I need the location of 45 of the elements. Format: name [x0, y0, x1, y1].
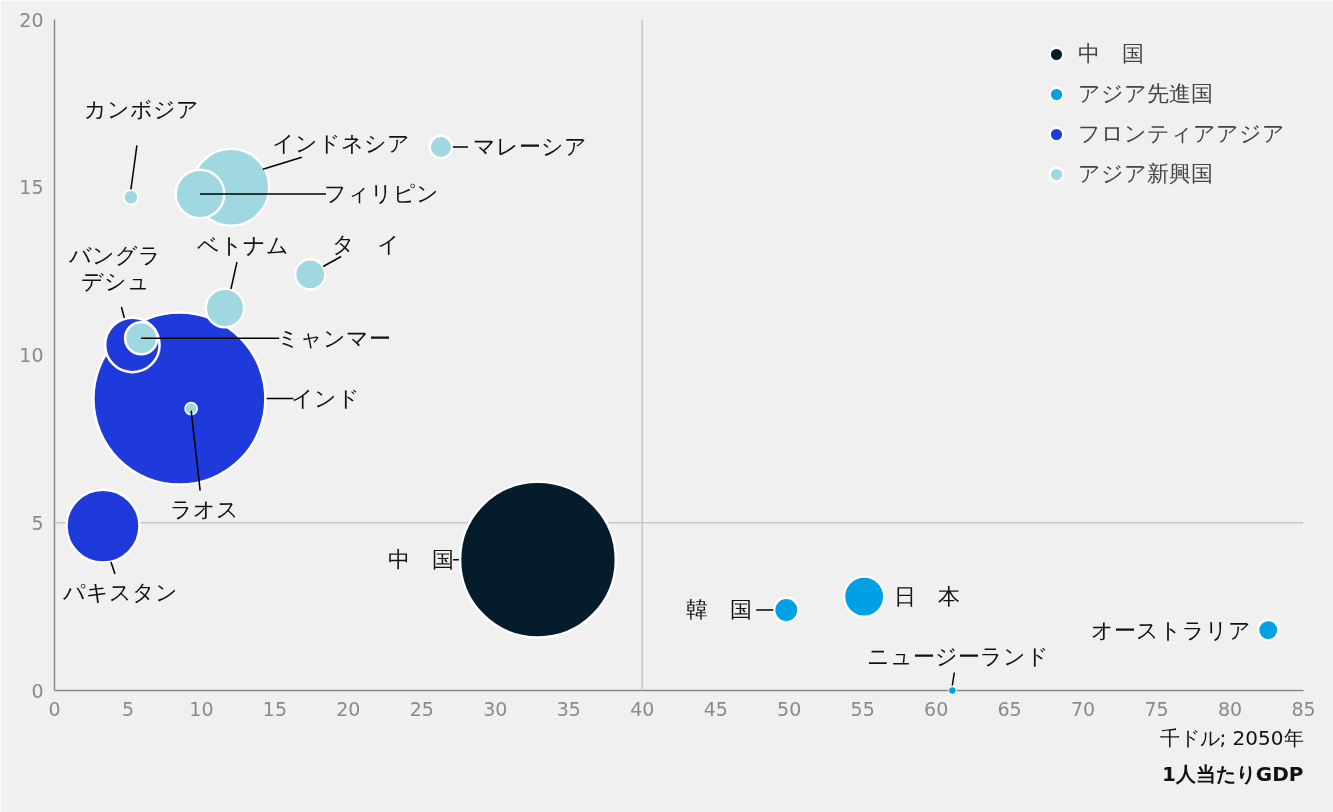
legend-label: 中 国 — [1078, 40, 1144, 68]
x-tick-label: 70 — [1071, 697, 1096, 720]
annotation: オーストラリア — [1091, 617, 1252, 643]
annotation: 中 国 — [387, 547, 454, 573]
annotation: ニュージーランド — [867, 644, 1050, 669]
annotation: マレーシア — [472, 134, 587, 160]
legend-label: アジア新興国 — [1078, 160, 1213, 188]
annotation: 日 本 — [894, 584, 961, 610]
x-tick-label: 40 — [630, 697, 655, 720]
y-tick-label: 0 — [31, 679, 44, 702]
x-tick-label: 50 — [777, 697, 802, 720]
y-tick-label: 20 — [19, 8, 44, 31]
annotation: ラオス — [169, 497, 239, 523]
x-tick-label: 65 — [997, 697, 1022, 720]
x-tick-label: 45 — [703, 697, 728, 720]
annotation: インド — [291, 386, 361, 412]
y-tick-label: 15 — [19, 176, 44, 199]
x-tick-label: 85 — [1291, 697, 1316, 720]
x-tick-label: 5 — [121, 697, 135, 720]
x-tick-label: 80 — [1217, 697, 1243, 720]
annotation: インドネシア — [271, 130, 410, 156]
x-tick-label: 0 — [48, 697, 61, 720]
x-tick-label: 30 — [483, 697, 508, 720]
x-tick-label: 35 — [556, 697, 581, 720]
annotation: フィリピン — [323, 181, 439, 207]
annotation: カンボジア — [84, 96, 200, 122]
annotation: バングラデシュ — [68, 243, 162, 295]
x-tick-label: 55 — [850, 697, 875, 720]
annotation: タ イ — [332, 231, 401, 257]
x-tick-label: 15 — [262, 697, 288, 720]
x-tick-label: 10 — [189, 697, 214, 720]
annotation: ベトナム — [196, 232, 289, 258]
x-tick-label: 60 — [924, 697, 949, 720]
x-axis-title: 1人当たりGDP — [1161, 761, 1304, 786]
x-tick-label: 20 — [336, 697, 361, 720]
annotation: ミャンマー — [277, 325, 392, 351]
x-tick-label: 75 — [1144, 697, 1169, 720]
legend-label: フロンティアアジア — [1078, 120, 1285, 148]
text: 千ドル; 2050年 — [1159, 725, 1304, 750]
annotation: 韓 国 — [686, 597, 753, 623]
y-tick-label: 10 — [19, 344, 44, 366]
x-tick-label: 25 — [409, 697, 434, 720]
y-tick-label: 5 — [31, 511, 44, 534]
legend-label: アジア先進国 — [1078, 80, 1213, 108]
annotation: パキスタン — [62, 579, 179, 605]
